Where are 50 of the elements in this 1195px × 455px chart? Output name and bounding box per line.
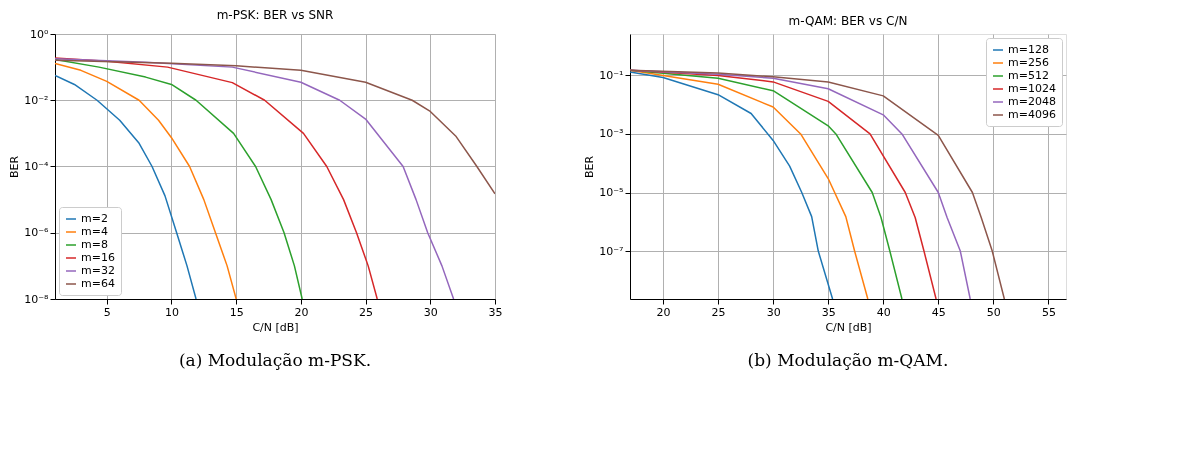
legend-label: m=2048 bbox=[1008, 95, 1056, 108]
x-tick-label: 5 bbox=[103, 305, 111, 319]
legend-label: m=4096 bbox=[1008, 108, 1056, 121]
legend-label: m=2 bbox=[81, 212, 108, 225]
x-tick-label: 20 bbox=[294, 305, 309, 319]
y-axis-title: BER bbox=[8, 155, 22, 179]
x-tick-label: 40 bbox=[876, 305, 891, 319]
legend-label: m=64 bbox=[81, 277, 115, 290]
x-tick-label: 35 bbox=[488, 305, 503, 319]
x-tick-label: 20 bbox=[656, 305, 671, 319]
line-series bbox=[55, 58, 303, 299]
legend-label: m=8 bbox=[81, 238, 108, 251]
text: (b) Modulação m-QAM. bbox=[747, 350, 949, 370]
y-tick-label: 10⁻¹ bbox=[599, 68, 624, 82]
legend-label: m=32 bbox=[81, 264, 115, 277]
line-series bbox=[55, 62, 237, 299]
x-axis-title: C/N [dB] bbox=[825, 320, 872, 334]
legend-label: m=512 bbox=[1008, 69, 1049, 82]
y-tick-label: 10⁰ bbox=[30, 27, 50, 41]
line-series bbox=[55, 59, 495, 195]
y-tick-label: 10⁻⁵ bbox=[599, 186, 624, 199]
x-tick-label: 50 bbox=[986, 305, 1001, 319]
y-tick-label: 10⁻⁷ bbox=[599, 244, 624, 258]
text: (a) Modulação m-PSK. bbox=[178, 350, 372, 370]
x-tick-label: 30 bbox=[423, 305, 438, 319]
line-series bbox=[55, 74, 197, 299]
x-tick-label: 35 bbox=[821, 305, 836, 319]
x-tick-label: 55 bbox=[1041, 305, 1056, 319]
y-tick-label: 10⁻³ bbox=[599, 127, 624, 141]
line-series bbox=[630, 71, 834, 299]
y-tick-label: 10⁻⁴ bbox=[24, 160, 50, 173]
legend-label: m=16 bbox=[81, 251, 115, 264]
x-tick-label: 45 bbox=[931, 305, 946, 319]
x-axis-title: C/N [dB] bbox=[252, 320, 299, 334]
x-tick-label: 25 bbox=[359, 305, 374, 319]
legend-label: m=1024 bbox=[1008, 82, 1056, 95]
line-series bbox=[55, 57, 455, 299]
y-tick-label: 10⁻⁸ bbox=[24, 292, 50, 306]
x-tick-label: 25 bbox=[711, 305, 726, 319]
x-tick-label: 10 bbox=[164, 305, 179, 319]
x-tick-label: 30 bbox=[766, 305, 781, 319]
chart-title: m-PSK: BER vs SNR bbox=[216, 8, 334, 22]
chart-title: m-QAM: BER vs C/N bbox=[788, 14, 908, 28]
y-tick-label: 10⁻² bbox=[24, 93, 49, 107]
y-tick-label: 10⁻⁶ bbox=[24, 226, 50, 240]
y-axis-title: BER bbox=[583, 155, 597, 179]
legend-label: m=4 bbox=[81, 225, 108, 238]
legend-label: m=256 bbox=[1008, 56, 1049, 69]
legend-label: m=128 bbox=[1008, 43, 1049, 56]
x-tick-label: 15 bbox=[229, 305, 244, 319]
